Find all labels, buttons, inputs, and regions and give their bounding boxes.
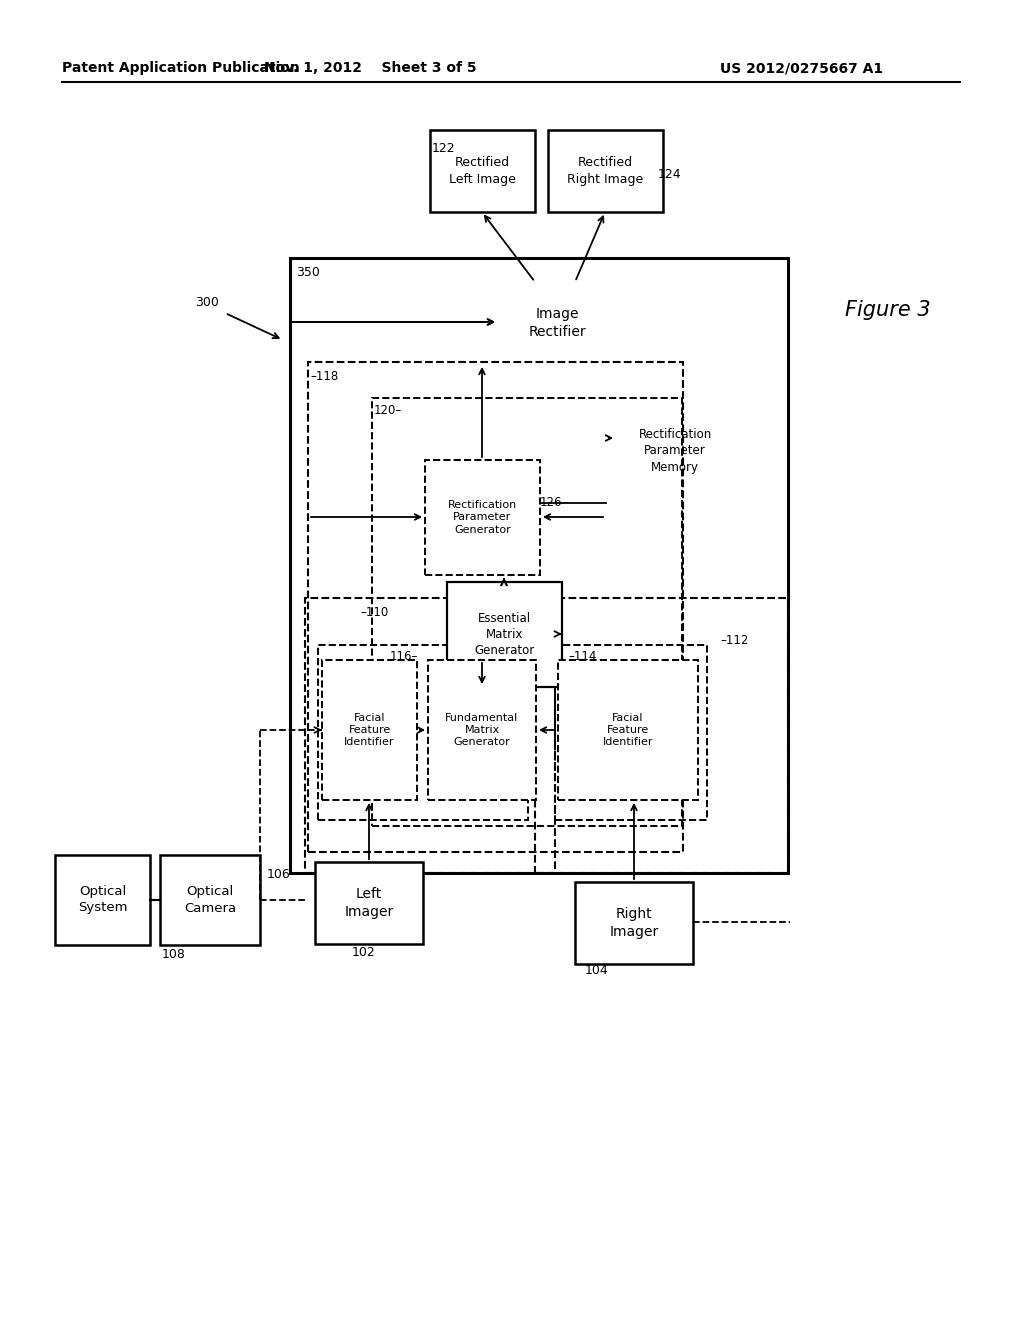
Text: 120–: 120–: [374, 404, 402, 417]
Bar: [430, 129, 535, 213]
Bar: [575, 882, 693, 964]
Text: Figure 3: Figure 3: [845, 300, 931, 319]
Text: Rectification
Parameter
Memory: Rectification Parameter Memory: [638, 429, 712, 474]
Bar: [290, 257, 788, 873]
Bar: [308, 362, 683, 851]
Text: –110: –110: [360, 606, 388, 619]
Bar: [160, 855, 260, 945]
Bar: [498, 282, 616, 364]
Bar: [318, 645, 528, 820]
Text: 126–: 126–: [540, 496, 568, 510]
Bar: [315, 862, 423, 944]
Text: 350: 350: [296, 265, 319, 279]
Bar: [447, 582, 562, 686]
Text: 116–: 116–: [390, 651, 419, 664]
Bar: [548, 129, 663, 213]
Text: Patent Application Publication: Patent Application Publication: [62, 61, 300, 75]
Bar: [535, 598, 788, 873]
Text: Rectified
Left Image: Rectified Left Image: [450, 157, 516, 186]
Text: 106: 106: [267, 869, 291, 882]
Text: –118: –118: [310, 371, 338, 384]
Text: –114: –114: [568, 651, 596, 664]
Text: Left
Imager: Left Imager: [344, 887, 393, 919]
Bar: [428, 660, 536, 800]
Bar: [425, 459, 540, 576]
Text: 104: 104: [585, 964, 608, 977]
Text: Optical
Camera: Optical Camera: [184, 886, 237, 915]
Bar: [372, 399, 682, 826]
Text: 108: 108: [162, 949, 186, 961]
Bar: [606, 400, 744, 502]
Bar: [305, 598, 555, 873]
Text: Nov. 1, 2012    Sheet 3 of 5: Nov. 1, 2012 Sheet 3 of 5: [264, 61, 476, 75]
Text: Image
Rectifier: Image Rectifier: [528, 308, 586, 339]
Text: Rectified
Right Image: Rectified Right Image: [567, 157, 644, 186]
Text: 102: 102: [352, 945, 376, 958]
Text: 300: 300: [195, 296, 219, 309]
Text: Optical
System: Optical System: [78, 886, 127, 915]
Bar: [558, 660, 698, 800]
Text: Rectification
Parameter
Generator: Rectification Parameter Generator: [447, 500, 517, 535]
Text: Right
Imager: Right Imager: [609, 907, 658, 939]
Text: Facial
Feature
Identifier: Facial Feature Identifier: [344, 713, 394, 747]
Bar: [55, 855, 150, 945]
Text: Facial
Feature
Identifier: Facial Feature Identifier: [603, 713, 653, 747]
Text: Fundamental
Matrix
Generator: Fundamental Matrix Generator: [445, 713, 518, 747]
Bar: [322, 660, 417, 800]
Bar: [555, 645, 707, 820]
Text: Essential
Matrix
Generator: Essential Matrix Generator: [474, 612, 535, 657]
Text: 122: 122: [432, 141, 456, 154]
Text: US 2012/0275667 A1: US 2012/0275667 A1: [720, 61, 883, 75]
Text: 124: 124: [658, 169, 682, 181]
Text: –112: –112: [720, 634, 749, 647]
